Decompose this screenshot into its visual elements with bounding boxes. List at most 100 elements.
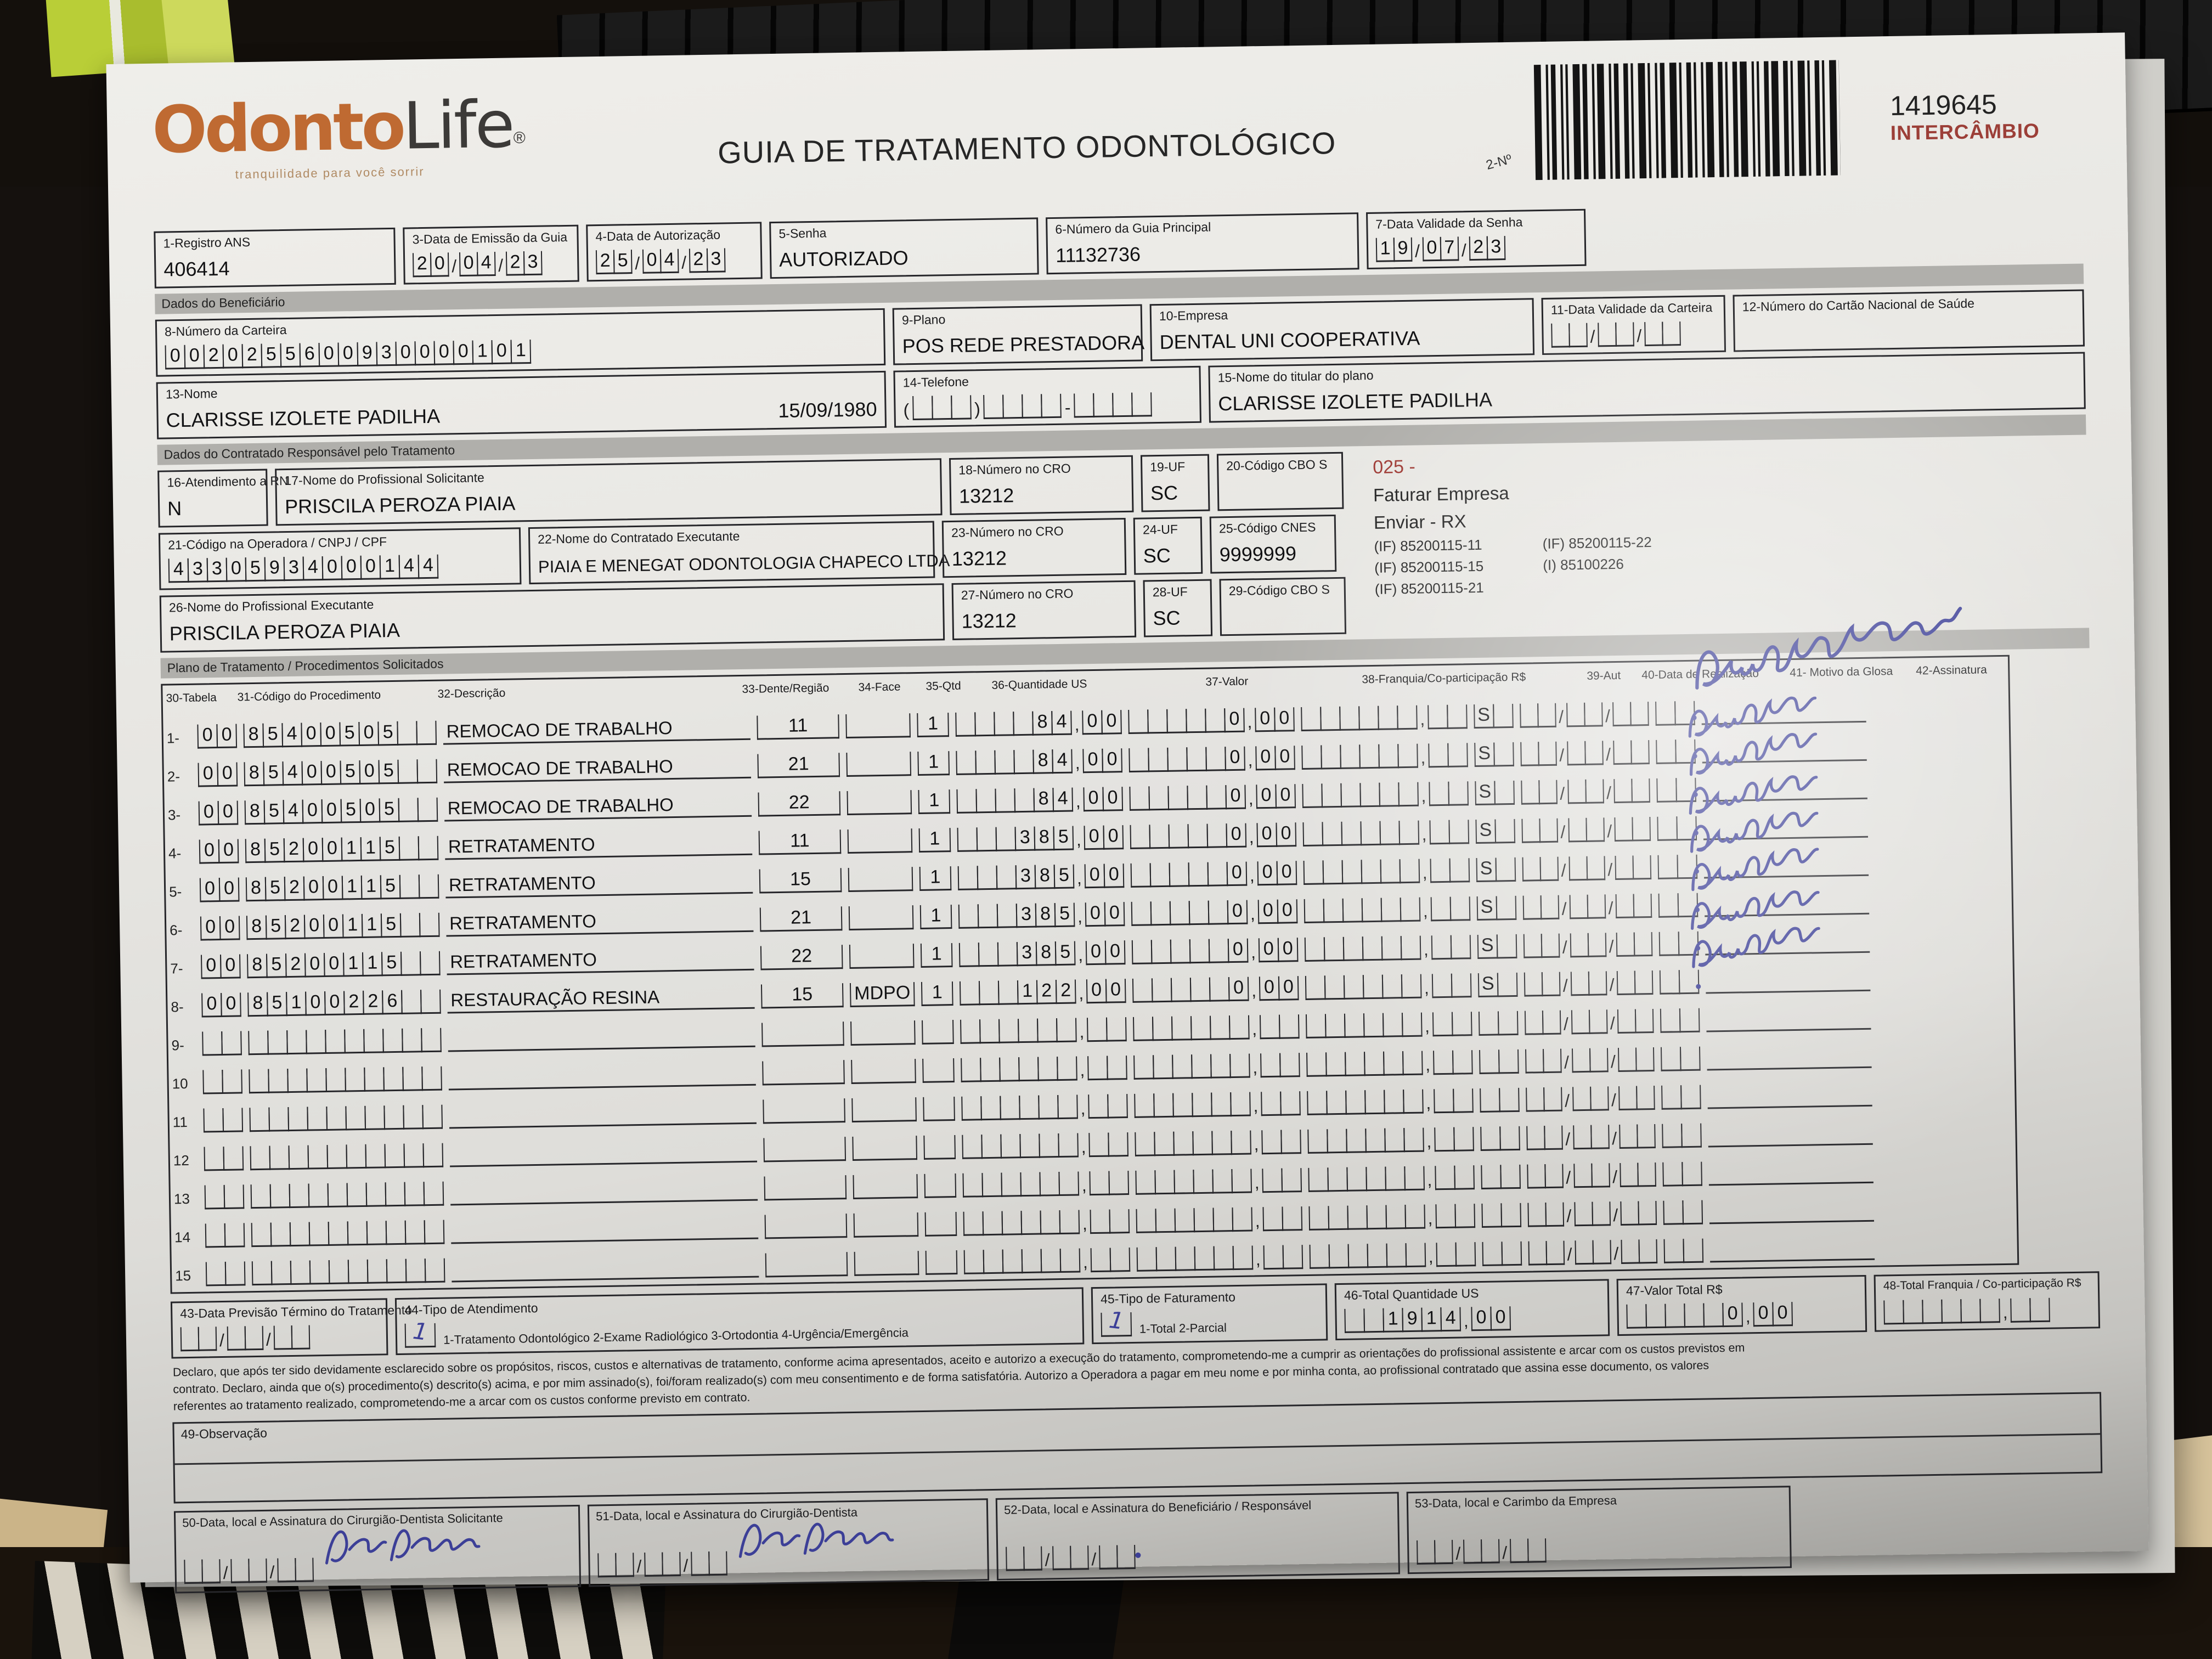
field-value: PRISCILA PEROZA PIAIA xyxy=(169,618,400,645)
comb-cell xyxy=(1451,1012,1472,1036)
comb-separator: / xyxy=(1559,745,1565,765)
qtd-cell xyxy=(923,1135,956,1160)
comb-cell: 0 xyxy=(341,555,362,580)
comb-separator: / xyxy=(498,255,504,275)
comb-separator: , xyxy=(1250,904,1256,924)
comb-separator: , xyxy=(1074,714,1080,735)
comb-cell xyxy=(1434,1539,1453,1564)
field-value: 11132736 xyxy=(1055,242,1141,267)
comb-cell xyxy=(1132,978,1153,1003)
comb-cell xyxy=(424,1220,445,1245)
comb-cell xyxy=(1446,704,1468,729)
comb-cell: 0 xyxy=(1276,861,1297,885)
comb-cell: 0 xyxy=(1278,976,1299,1001)
franquia-comb: , xyxy=(1306,1050,1473,1077)
comb-cell xyxy=(1189,977,1211,1002)
comb-cell xyxy=(1135,1170,1156,1195)
comb-cell xyxy=(1590,1163,1610,1188)
sig-box-beneficiario: 52-Data, local e Assinatura do Beneficiá… xyxy=(995,1491,1401,1581)
comb-cell xyxy=(308,1221,330,1246)
comb-separator: , xyxy=(1077,945,1084,965)
comb-separator: , xyxy=(1248,750,1253,770)
comb-cell xyxy=(1637,1124,1656,1149)
comb-cell xyxy=(1570,971,1590,996)
comb-cell xyxy=(1399,859,1420,884)
comb-cell xyxy=(1571,1048,1591,1073)
comb-cell xyxy=(1150,939,1172,964)
field-value: SC xyxy=(1150,481,1178,505)
field-contratado-executante: 22-Nome do Contratado Executante PIAIA E… xyxy=(528,521,950,585)
comb-separator: / xyxy=(1637,326,1642,346)
comb-cell: 1 xyxy=(362,952,383,977)
comb-cell xyxy=(1013,749,1035,775)
comb-cell: 1 xyxy=(341,837,362,862)
comb-cell xyxy=(1000,1096,1020,1120)
comb-separator: / xyxy=(1561,899,1567,919)
comb-separator: , xyxy=(1076,868,1082,888)
comb-cell xyxy=(1328,1244,1350,1269)
field-value: 406414 xyxy=(163,257,230,281)
aut-comb xyxy=(1480,1164,1521,1189)
comb-cell xyxy=(950,395,972,420)
comb-cell xyxy=(959,981,980,1006)
comb-separator: , xyxy=(1249,827,1254,847)
comb-cell xyxy=(1941,1299,1962,1324)
handwritten-1: 1 xyxy=(411,1317,430,1346)
barcode-wrap: 2-Nº xyxy=(1485,58,1853,186)
franquia-comb: , xyxy=(1309,1242,1476,1269)
comb-cell xyxy=(1089,1171,1110,1196)
comb-cell xyxy=(1661,1085,1683,1110)
comb-cell xyxy=(1662,1162,1684,1187)
comb-cell xyxy=(202,1031,223,1056)
comb-cell: 3 xyxy=(1015,903,1037,928)
comb-cell xyxy=(1380,898,1402,922)
comb-cell xyxy=(1022,394,1043,419)
comb-cell xyxy=(1171,1054,1193,1079)
comb-cell xyxy=(269,1146,290,1170)
comb-cell: 5 xyxy=(381,951,402,977)
comb-cell: 8 xyxy=(244,761,265,787)
comb-cell xyxy=(1572,1125,1592,1150)
comb-cell xyxy=(1618,1086,1638,1110)
col-valor: 37-Valor xyxy=(1205,675,1249,689)
field-cro-solicitante: 18-Número no CRO 13212 xyxy=(949,455,1134,516)
face-cell xyxy=(845,713,911,739)
comb-cell xyxy=(1496,895,1516,921)
comb-cell: 5 xyxy=(340,760,361,785)
field-value xyxy=(1743,340,2075,345)
comb-cell: 0 xyxy=(303,915,325,939)
comb-cell xyxy=(1455,1242,1476,1267)
comb-cell xyxy=(961,1058,981,1082)
comb-cell xyxy=(1479,1088,1500,1113)
comb-cell xyxy=(328,1260,349,1284)
comb-cell xyxy=(1634,932,1653,957)
comb-separator: / xyxy=(1608,898,1613,918)
data-realizacao-comb: / / xyxy=(1526,1162,1657,1189)
comb-cell xyxy=(1282,1206,1302,1231)
comb-separator: / xyxy=(681,252,687,273)
comb-cell xyxy=(1130,863,1152,888)
comb-cell xyxy=(290,1260,311,1285)
comb-cell: 8 xyxy=(243,723,264,748)
comb-cell xyxy=(1526,1164,1546,1189)
comb-cell: 2 xyxy=(284,915,306,940)
comb-cell xyxy=(1657,816,1678,841)
comb-cell xyxy=(1523,972,1543,997)
comb-separator: / xyxy=(1566,1206,1572,1226)
comb-cell: 2 xyxy=(595,250,615,275)
franquia-comb: , xyxy=(1300,704,1468,732)
comb-cell xyxy=(997,942,1018,967)
comb-cell xyxy=(1883,1300,1904,1325)
comb-cell xyxy=(1341,860,1363,884)
birth-date: 15/09/1980 xyxy=(778,398,877,422)
comb-cell: 2 xyxy=(285,953,306,978)
comb-cell xyxy=(1167,747,1188,772)
comb-cell: 4 xyxy=(1052,787,1074,812)
comb-cell xyxy=(956,751,977,775)
comb-cell xyxy=(416,720,437,746)
comb-cell xyxy=(1212,1207,1234,1232)
